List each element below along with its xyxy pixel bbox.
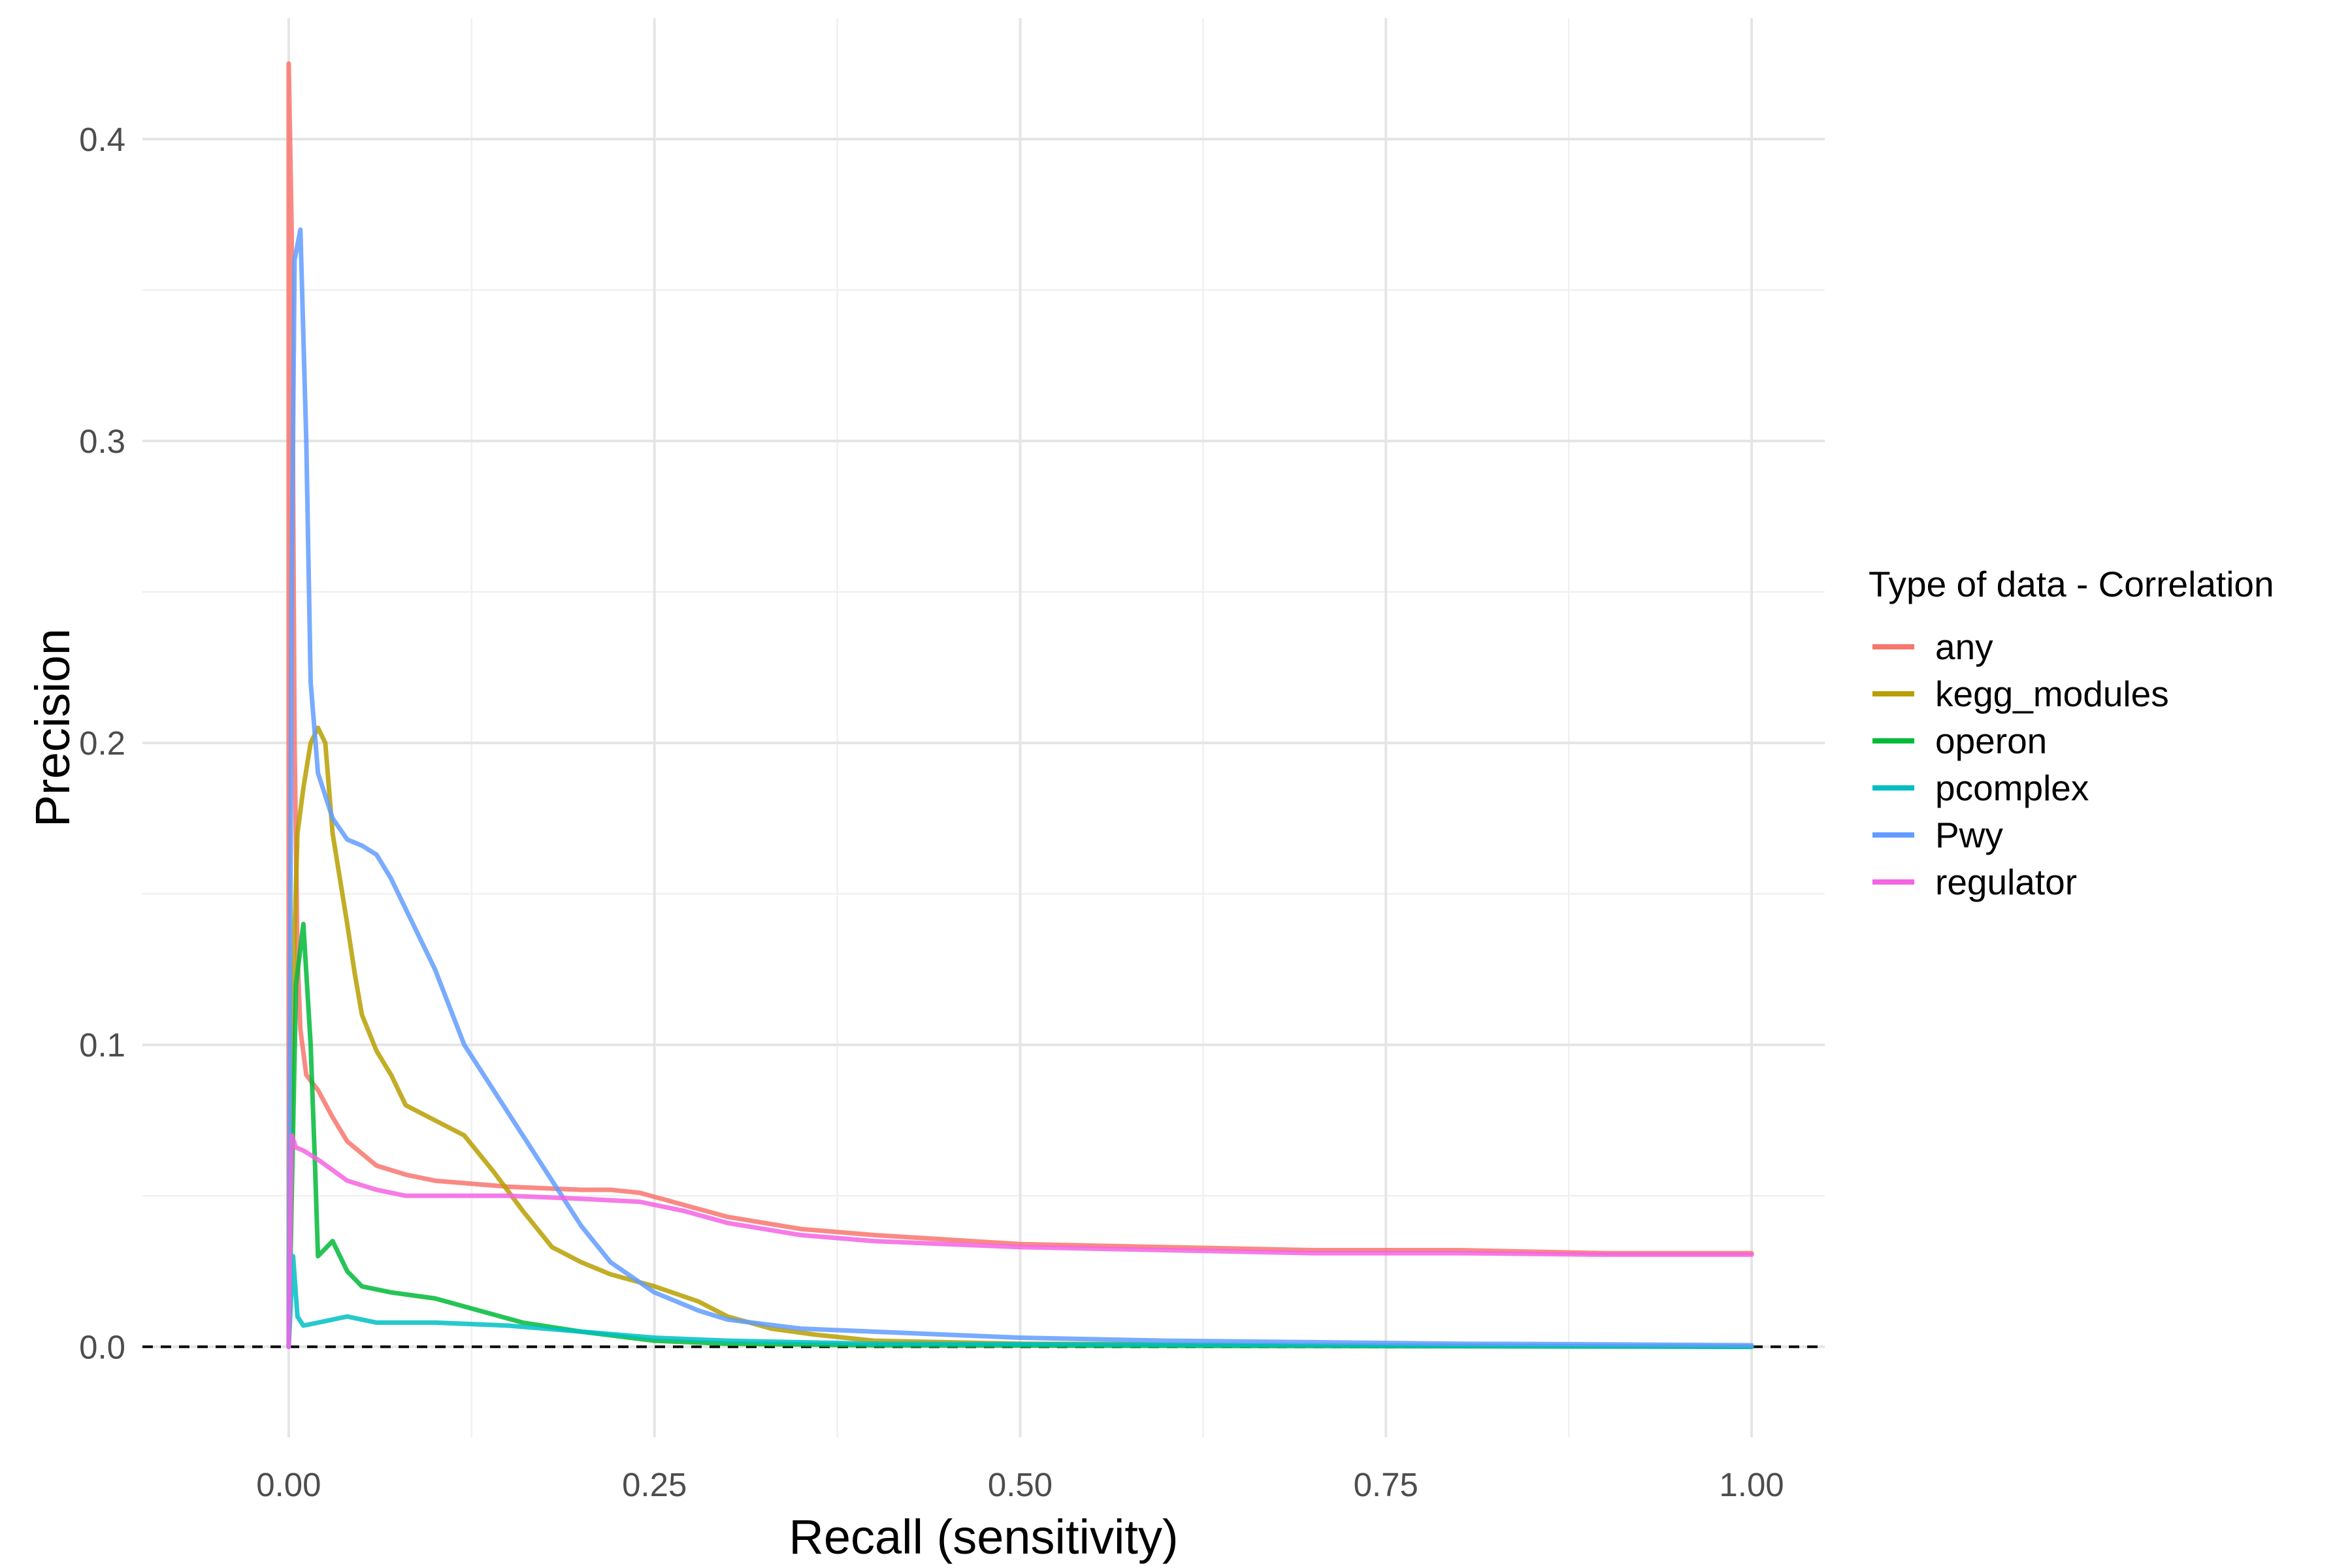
x-axis-tick-labels: 0.00 0.25 0.50 0.75 1.00 [256, 1466, 1784, 1503]
x-tick-label: 0.00 [256, 1466, 321, 1503]
x-axis-title: Recall (sensitivity) [789, 1510, 1178, 1564]
legend-label-kegg-modules: kegg_modules [1935, 674, 2169, 714]
y-tick-label: 0.2 [79, 725, 125, 762]
legend-label-pcomplex: pcomplex [1935, 768, 2089, 808]
series-line-regulator [286, 1133, 1754, 1349]
x-tick-label: 0.25 [622, 1466, 687, 1503]
y-tick-label: 0.3 [79, 423, 125, 460]
series-line-kegg-modules [286, 725, 1754, 1349]
y-axis-title: Precision [25, 629, 80, 827]
legend-label-any: any [1935, 627, 1993, 667]
series-lines [286, 61, 1754, 1349]
legend-label-regulator: regulator [1935, 862, 2077, 902]
series-line-operon [286, 921, 1754, 1349]
y-axis-tick-labels: 0.0 0.1 0.2 0.3 0.4 [79, 121, 125, 1366]
minor-gridlines [142, 18, 1825, 1437]
legend-label-pwy: Pwy [1935, 815, 2003, 855]
x-tick-label: 0.75 [1354, 1466, 1418, 1503]
y-tick-label: 0.4 [79, 121, 125, 158]
series-line-pwy [286, 227, 1754, 1349]
legend-title: Type of data - Correlation [1869, 564, 2274, 604]
x-tick-label: 0.50 [988, 1466, 1053, 1503]
series-line-pcomplex [286, 1254, 1754, 1349]
major-gridlines [142, 18, 1825, 1437]
x-tick-label: 1.00 [1719, 1466, 1784, 1503]
y-tick-label: 0.1 [79, 1026, 125, 1064]
y-tick-label: 0.0 [79, 1328, 125, 1365]
legend-label-operon: operon [1935, 721, 2047, 761]
legend: Type of data - Correlation any kegg_modul… [1869, 564, 2274, 902]
